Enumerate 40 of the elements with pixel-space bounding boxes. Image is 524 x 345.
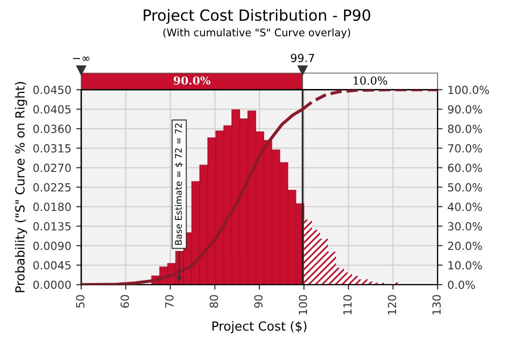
- text: 90.0%: [174, 76, 210, 85]
- y2-tick-label: 10.0%: [448, 261, 482, 270]
- y2-tick-label: 70.0%: [448, 144, 482, 153]
- y-tick-label: 0.0405: [33, 105, 71, 114]
- ref-line-label: 99.7: [290, 54, 314, 62]
- chart-title: Project Cost Distribution - P90: [144, 9, 370, 24]
- y-tick-label: 0.0315: [33, 144, 71, 153]
- y2-tick-label: 60.0%: [448, 164, 482, 172]
- y-tick-label: 0.0360: [33, 124, 71, 134]
- y2-tick-label: 0.0%: [448, 280, 475, 290]
- y-axis-title: Probability ("S" Curve % on Right): [14, 82, 28, 292]
- text: −∞: [73, 56, 90, 61]
- y2-tick-label: 80.0%: [448, 124, 482, 134]
- x-tick-label: 70: [165, 295, 174, 308]
- text: 10.0%: [354, 76, 388, 85]
- y-tick-label: 0.0000: [33, 280, 71, 290]
- x-tick-label: 100: [298, 295, 308, 314]
- x-tick-label: 130: [432, 295, 441, 314]
- x-tick-label: 110: [343, 295, 352, 314]
- y2-tick-label: 20.0%: [448, 242, 482, 250]
- x-tick-label: 80: [210, 295, 218, 308]
- y-tick-label: 0.0135: [33, 222, 71, 231]
- y-tick-label: 0.0450: [33, 86, 71, 94]
- y-tick-label: 0.0225: [33, 183, 71, 192]
- y-tick-label: 0.0045: [33, 261, 71, 270]
- x-tick-label: 60: [120, 295, 129, 308]
- y-tick-label: 0.0090: [33, 242, 71, 250]
- x-axis-title: Project Cost ($): [212, 321, 306, 334]
- y2-tick-label: 50.0%: [448, 183, 482, 192]
- x-tick-label: 50: [76, 295, 84, 308]
- y2-tick-label: 90.0%: [448, 105, 482, 114]
- x-tick-label: 90: [254, 295, 263, 308]
- annotation: Base Estimate = $ 72 = 72: [174, 124, 184, 245]
- y-tick-label: 0.0180: [33, 202, 71, 212]
- y-tick-label: 0.0270: [33, 164, 71, 172]
- y2-tick-label: 30.0%: [448, 222, 482, 231]
- y2-tick-label: 40.0%: [448, 202, 482, 212]
- chart-subtitle: (With cumulative "S" Curve overlay): [163, 28, 350, 38]
- y2-tick-label: 100.0%: [448, 86, 490, 94]
- x-tick-label: 120: [388, 295, 396, 314]
